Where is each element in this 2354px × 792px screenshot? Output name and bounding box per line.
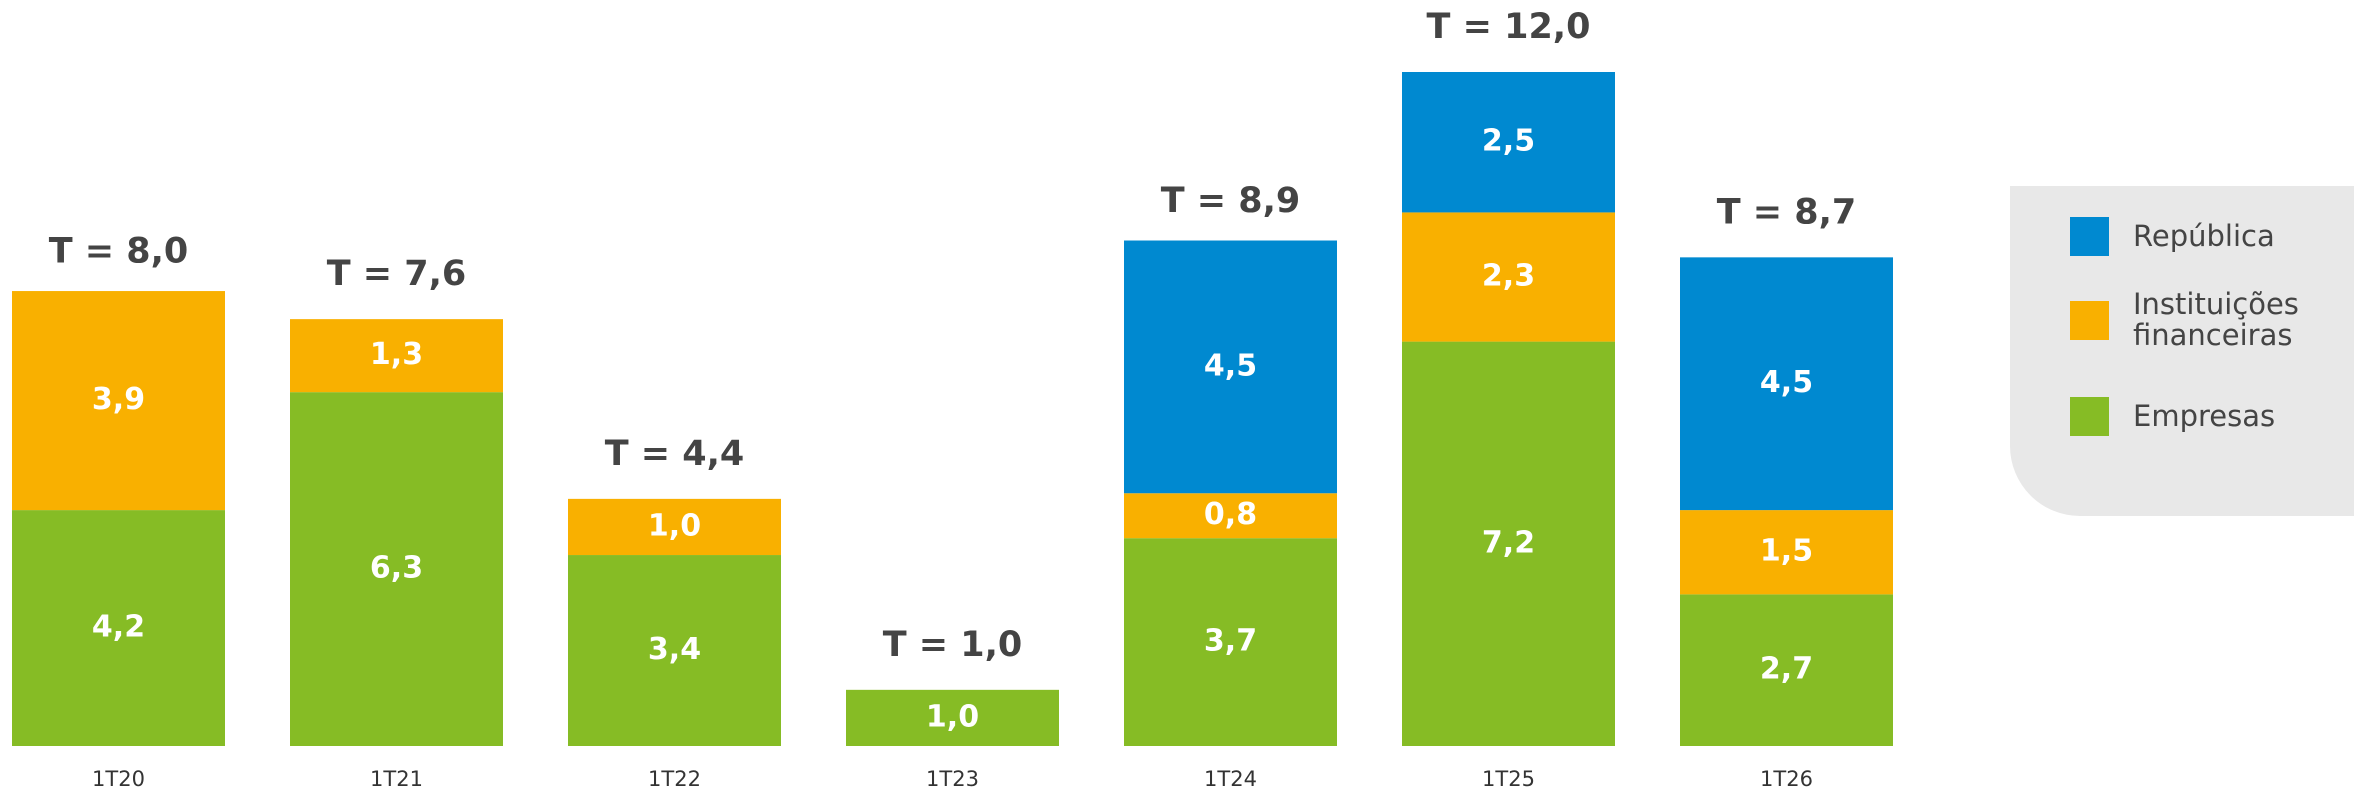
bar-segment [568, 498, 781, 556]
bar-segment [1124, 538, 1337, 746]
bar-segment [1680, 510, 1893, 595]
value-label: 3,9 [92, 382, 145, 417]
bar-segment [1402, 212, 1615, 342]
value-label: 2,7 [1760, 652, 1813, 687]
bar-segment [1680, 594, 1893, 746]
legend-label: Instituições financeiras [2133, 287, 2299, 352]
bar-segment [1402, 341, 1615, 746]
bar-segment [568, 555, 781, 746]
legend-label: Empresas [2133, 398, 2276, 433]
total-label: T = 8,0 [49, 232, 189, 272]
value-label: 2,3 [1482, 259, 1535, 294]
value-label: 1,5 [1760, 534, 1813, 569]
value-label: 0,8 [1204, 497, 1257, 532]
value-label: 7,2 [1482, 525, 1535, 560]
total-label: T = 8,9 [1161, 181, 1301, 221]
x-tick-label: 1T21 [370, 767, 423, 791]
legend: República Instituições financeiras Empresa… [2010, 186, 2354, 516]
total-label: T = 8,7 [1717, 192, 1857, 232]
value-label: 1,3 [370, 337, 423, 372]
value-label: 6,3 [370, 551, 423, 586]
x-tick-label: 1T20 [92, 767, 145, 791]
bar-segment [1124, 493, 1337, 539]
bar-segment [12, 510, 225, 746]
legend-entry: República [2070, 216, 2333, 256]
bar-segment [1124, 240, 1337, 494]
legend-entry: Instituições financeiras [2070, 289, 2333, 351]
total-label: T = 12,0 [1427, 7, 1591, 47]
legend-entry: Empresas [2070, 396, 2333, 436]
value-label: 1,0 [648, 508, 701, 543]
bar-segment [1680, 257, 1893, 511]
legend-label: República [2133, 218, 2275, 253]
value-label: 4,5 [1204, 348, 1257, 383]
bar-segment [1402, 72, 1615, 213]
x-tick-label: 1T23 [926, 767, 979, 791]
value-label: 3,7 [1204, 624, 1257, 659]
x-tick-label: 1T25 [1482, 767, 1535, 791]
x-tick-label: 1T24 [1204, 767, 1257, 791]
value-label: 1,0 [926, 699, 979, 734]
total-label: T = 1,0 [883, 625, 1023, 665]
x-tick-label: 1T26 [1760, 767, 1813, 791]
bar-segment [12, 291, 225, 511]
value-label: 4,5 [1760, 365, 1813, 400]
legend-swatch [2070, 300, 2109, 340]
legend-swatch [2070, 216, 2109, 256]
bar-segment [846, 689, 1059, 746]
legend-swatch [2070, 396, 2109, 436]
value-label: 4,2 [92, 610, 145, 645]
total-label: T = 4,4 [605, 434, 745, 474]
x-tick-label: 1T22 [648, 767, 701, 791]
bar-segment [290, 319, 503, 393]
bar-segment [290, 392, 503, 746]
value-label: 2,5 [1482, 124, 1535, 159]
value-label: 3,4 [648, 632, 701, 667]
total-label: T = 7,6 [327, 254, 467, 294]
